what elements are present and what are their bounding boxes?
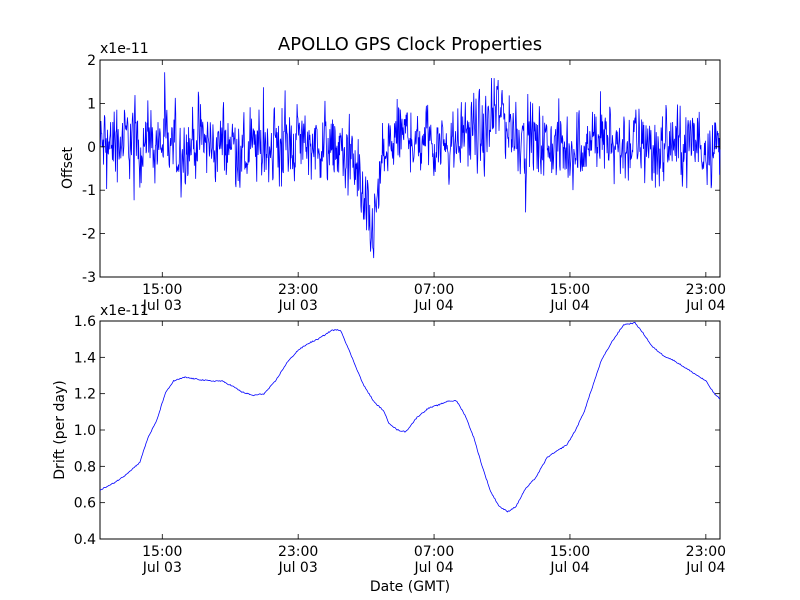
drift-xtick-time: 15:00 [142,544,182,560]
drift-ytick-label: 0.4 [74,532,96,548]
drift-y-axis-label: Drift (per day) [52,380,68,479]
offset-xtick-date: Jul 03 [278,298,318,314]
x-axis-label: Date (GMT) [370,579,450,595]
drift-xtick-date: Jul 04 [549,560,589,576]
drift-ytick-label: 0.6 [74,496,96,512]
drift-xtick-date: Jul 03 [142,560,182,576]
offset-xtick-date: Jul 04 [413,298,453,314]
offset-y-axis-label: Offset [60,146,76,189]
offset-xtick-time: 15:00 [550,282,590,298]
offset-xtick-date: Jul 04 [685,298,725,314]
offset-xtick-date: Jul 03 [142,298,182,314]
offset-ytick-label: 1 [87,96,96,112]
drift-ytick-label: 1.0 [74,423,96,439]
drift-y-ticks: 0.4 0.6 0.8 1.0 1.2 1.4 1.6 [74,314,720,548]
drift-xtick-time: 07:00 [414,544,454,560]
offset-ytick-label: 0 [87,140,96,156]
offset-xtick-time: 07:00 [414,282,454,298]
drift-ytick-label: 0.8 [74,459,96,475]
offset-xtick-time: 23:00 [278,282,318,298]
offset-xtick-date: Jul 04 [549,298,589,314]
drift-xtick-date: Jul 04 [413,560,453,576]
drift-xtick-date: Jul 03 [278,560,318,576]
offset-ytick-label: -2 [82,227,96,243]
offset-series-line [99,72,721,259]
chart-title: APOLLO GPS Clock Properties [278,34,542,55]
drift-ytick-label: 1.2 [74,387,96,403]
drift-scale-label: x1e-11 [100,303,149,319]
offset-scale-label: x1e-11 [100,41,149,57]
offset-y-ticks: -3 -2 -1 0 1 2 [82,53,720,286]
drift-ytick-label: 1.6 [74,314,96,330]
offset-ytick-label: -1 [82,183,96,199]
drift-ytick-label: 1.4 [74,350,96,366]
offset-ytick-label: -3 [82,270,96,286]
drift-xtick-time: 23:00 [686,544,726,560]
offset-ytick-label: 2 [87,53,96,69]
drift-series-line [99,321,721,513]
drift-xtick-time: 15:00 [550,544,590,560]
offset-xtick-time: 23:00 [686,282,726,298]
drift-xtick-time: 23:00 [278,544,318,560]
offset-xtick-time: 15:00 [142,282,182,298]
drift-xtick-date: Jul 04 [685,560,725,576]
